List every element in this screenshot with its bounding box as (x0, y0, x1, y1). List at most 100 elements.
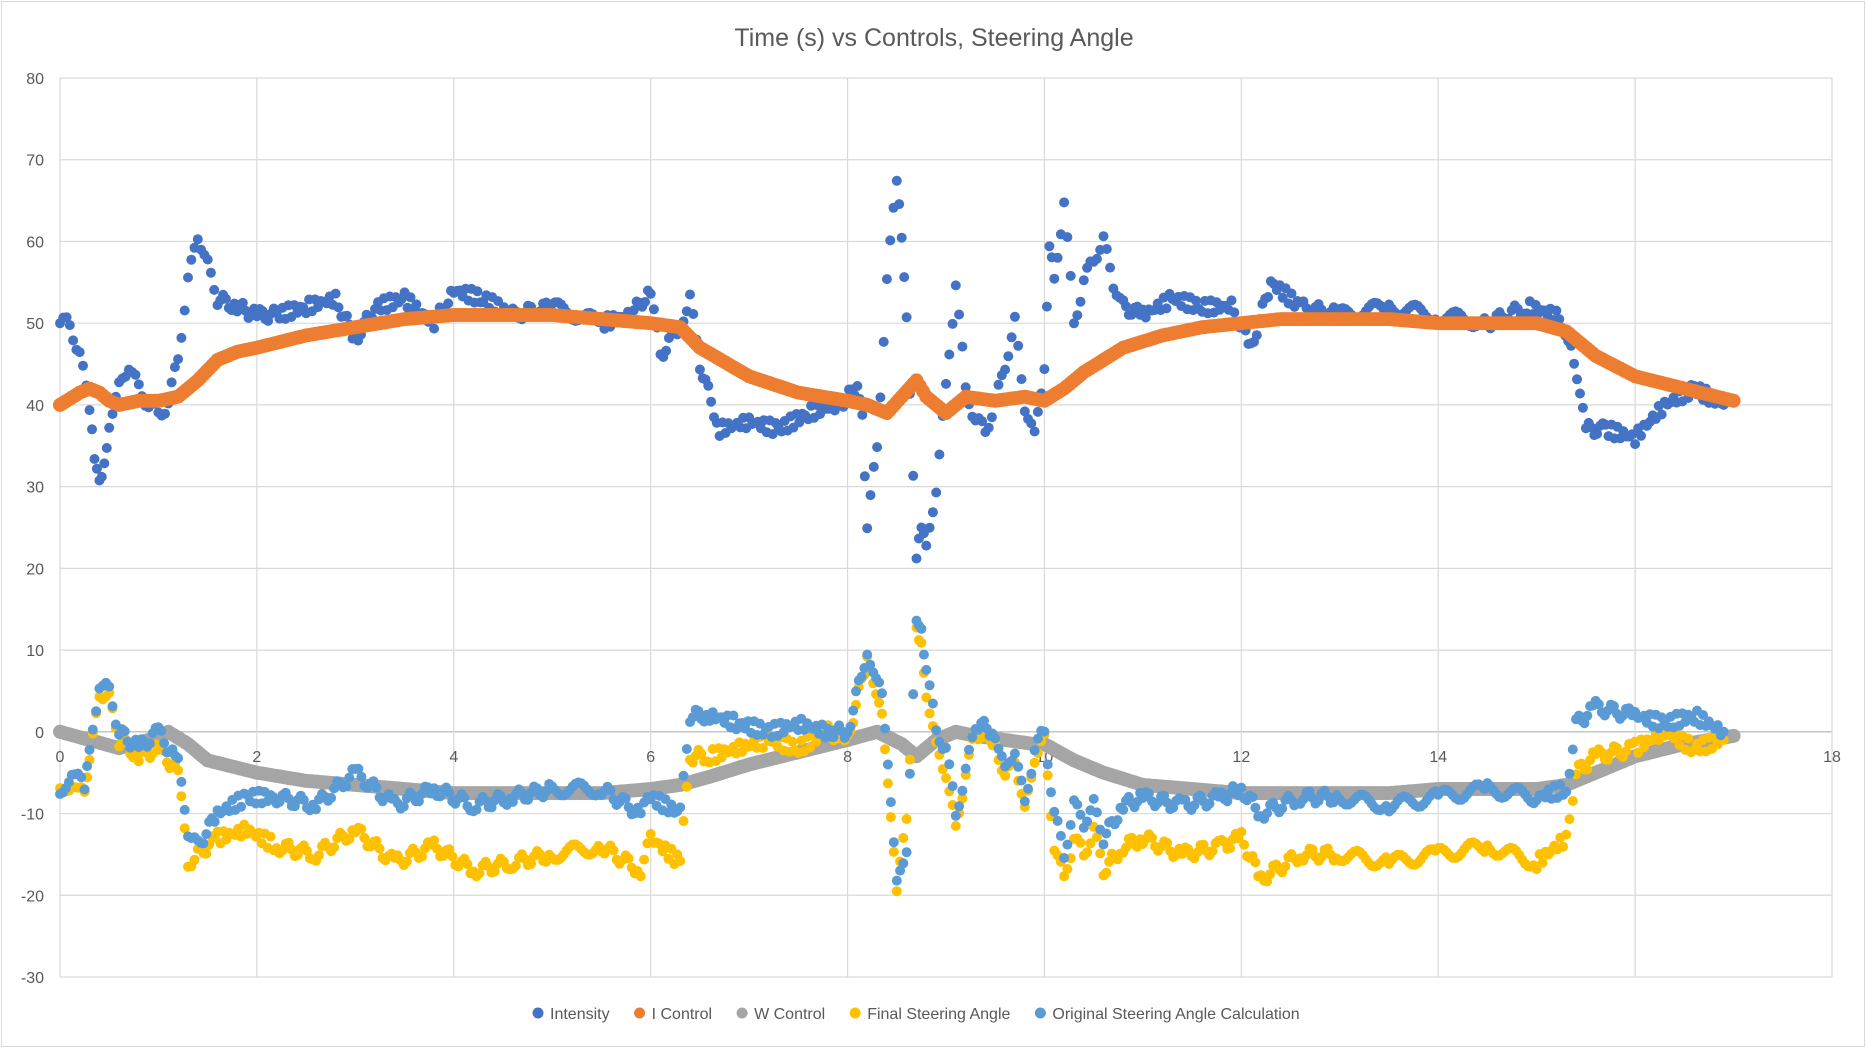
legend-label: W Control (754, 1006, 825, 1023)
data-point (931, 487, 942, 498)
data-point (1656, 409, 1667, 420)
data-point (1567, 796, 1578, 806)
data-point (1072, 310, 1083, 321)
data-point (628, 305, 639, 316)
data-point (1531, 864, 1542, 875)
data-point (1718, 726, 1729, 737)
data-point (74, 347, 85, 358)
data-series (53, 175, 1741, 897)
data-point (1280, 861, 1291, 872)
x-tick-label: 2 (252, 749, 261, 766)
data-point (1564, 768, 1575, 779)
data-point (1026, 418, 1037, 429)
data-point (1226, 295, 1237, 306)
data-point (1162, 837, 1173, 848)
data-point (133, 379, 144, 390)
x-tick-label: 18 (1823, 749, 1841, 766)
data-point (1726, 728, 1741, 743)
series-intensity (55, 175, 1729, 564)
data-point (1039, 726, 1050, 737)
data-point (728, 710, 739, 721)
data-point (950, 810, 961, 821)
data-point (265, 831, 276, 842)
data-point (1555, 779, 1566, 790)
data-point (159, 738, 170, 749)
data-point (1016, 374, 1027, 385)
data-point (398, 801, 409, 812)
data-point (857, 409, 868, 420)
data-point (1630, 439, 1641, 450)
data-point (405, 292, 416, 303)
data-point (640, 297, 650, 307)
data-point (176, 791, 187, 802)
data-point (344, 772, 355, 783)
data-point (176, 776, 187, 787)
data-point (675, 856, 686, 866)
data-point (96, 471, 107, 482)
data-point (921, 692, 932, 703)
legend-marker (849, 1007, 861, 1019)
data-point (957, 341, 968, 352)
data-point (1101, 867, 1112, 878)
data-point (429, 783, 440, 794)
legend-label: Intensity (550, 1006, 610, 1023)
data-point (916, 637, 927, 648)
data-point (1049, 273, 1060, 284)
data-point (1262, 808, 1273, 819)
data-point (236, 801, 247, 812)
data-point (166, 377, 177, 388)
x-tick-label: 4 (449, 749, 458, 766)
data-point (1112, 815, 1123, 826)
data-point (1537, 857, 1548, 868)
data-point (1247, 792, 1258, 802)
data-point (107, 701, 118, 712)
data-point (891, 875, 902, 886)
data-point (645, 288, 656, 299)
data-point (89, 454, 100, 464)
data-point (845, 721, 856, 732)
data-point (859, 471, 870, 482)
data-point (1593, 699, 1604, 710)
data-point (645, 829, 656, 839)
data-point (1082, 847, 1093, 858)
data-point (666, 799, 677, 810)
legend: Intensity I Control W Control Final Steerin… (532, 1006, 1300, 1023)
data-point (401, 856, 412, 867)
data-point (921, 664, 932, 675)
data-point (944, 759, 955, 770)
data-point (1286, 288, 1297, 299)
data-point (941, 773, 951, 783)
data-point (983, 422, 994, 433)
data-point (661, 345, 672, 356)
data-point (1263, 292, 1274, 302)
data-point (169, 362, 180, 373)
data-point (908, 689, 919, 700)
data-point (865, 659, 876, 670)
data-point (1140, 312, 1151, 323)
y-tick-label: 80 (26, 71, 44, 88)
data-point (1052, 815, 1063, 826)
data-point (1009, 311, 1020, 322)
data-point (1608, 701, 1619, 712)
data-point (91, 463, 102, 474)
data-point (1029, 745, 1040, 756)
y-tick-label: 50 (26, 316, 44, 333)
data-point (947, 781, 958, 792)
data-point (899, 272, 910, 283)
data-point (1277, 803, 1288, 814)
series-original-steering-angle-calculation (55, 615, 1729, 886)
data-point (1207, 846, 1218, 856)
data-point (220, 293, 231, 304)
data-point (1065, 820, 1076, 830)
data-point (1225, 843, 1236, 854)
data-point (205, 267, 216, 278)
data-point (1118, 804, 1129, 815)
data-point (1582, 764, 1593, 775)
data-point (877, 688, 887, 699)
data-point (1161, 303, 1172, 314)
y-tick-label: -20 (21, 888, 44, 905)
data-point (924, 708, 935, 719)
data-point (76, 772, 87, 783)
legend-marker (1034, 1007, 1046, 1019)
data-point (620, 793, 631, 804)
